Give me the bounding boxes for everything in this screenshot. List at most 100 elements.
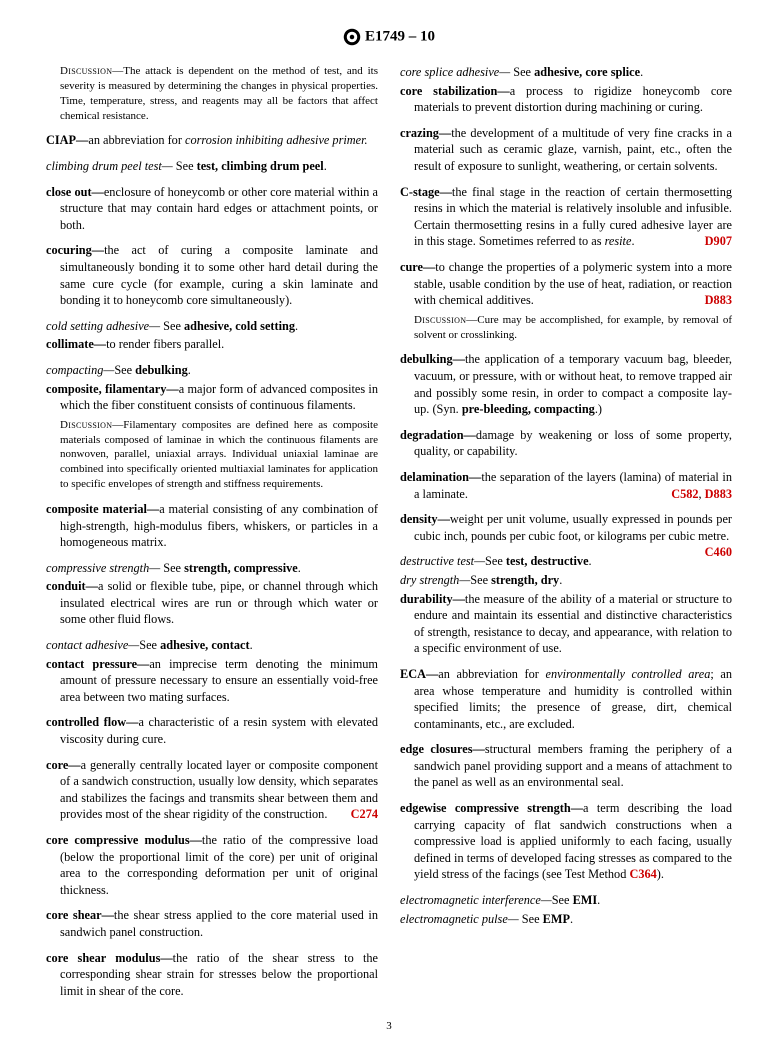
term-def: the final stage in the reaction of certa… [414, 185, 732, 249]
term-name: climbing drum peel test— [46, 159, 173, 173]
term-def: an abbreviation for [438, 667, 545, 681]
term-def: a generally centrally located layer or c… [60, 758, 378, 822]
term-name: cure— [400, 260, 435, 274]
see-prefix: See [552, 893, 573, 907]
term-entry: core stabilization—a process to rigidize… [400, 83, 732, 116]
term-name: contact adhesive— [46, 638, 139, 652]
see-prefix: See [519, 912, 543, 926]
term-name: delamination— [400, 470, 481, 484]
standard-ref: C582 [671, 487, 698, 501]
term-entry: composite material—a material consisting… [46, 501, 378, 551]
term-name: electromagnetic interference— [400, 893, 552, 907]
discussion-label: Discussion [60, 65, 112, 77]
term-entry: CIAP—an abbreviation for corrosion inhib… [46, 132, 378, 149]
term-name: cocuring— [46, 243, 104, 257]
term-entry: core—a generally centrally located layer… [46, 757, 378, 823]
term-name: compacting— [46, 363, 114, 377]
dot: . [631, 234, 634, 248]
discussion-label: Discussion [60, 419, 112, 431]
see-target: adhesive, contact [160, 638, 249, 652]
dot: . [570, 912, 573, 926]
term-italic: environmentally controlled area [546, 667, 711, 681]
term-entry: compressive strength— See strength, comp… [46, 560, 378, 577]
term-entry: cure—to change the properties of a polym… [400, 259, 732, 309]
see-target: strength, compressive [184, 561, 298, 575]
term-def: an abbreviation for [88, 133, 185, 147]
term-name: core compressive modulus— [46, 833, 202, 847]
dot: . [298, 561, 301, 575]
see-target: adhesive, core splice [534, 65, 640, 79]
see-prefix: See [510, 65, 534, 79]
dot: . [640, 65, 643, 79]
term-entry: edgewise compressive strength—a term des… [400, 800, 732, 883]
term-entry: collimate—to render fibers parallel. [46, 336, 378, 353]
see-target: test, climbing drum peel [197, 159, 324, 173]
term-italic: corrosion inhibiting adhesive primer. [185, 133, 368, 147]
dot: . [589, 554, 592, 568]
see-target: EMI [573, 893, 598, 907]
discussion-label: Discussion [414, 314, 466, 326]
term-entry: core splice adhesive— See adhesive, core… [400, 64, 732, 81]
term-entry: close out—enclosure of honeycomb or othe… [46, 184, 378, 234]
term-entry: climbing drum peel test— See test, climb… [46, 158, 378, 175]
term-name: core shear modulus— [46, 951, 173, 965]
term-name: CIAP— [46, 133, 88, 147]
see-target: strength, dry [491, 573, 559, 587]
dot: . [250, 638, 253, 652]
term-entry: debulking—the application of a temporary… [400, 351, 732, 417]
term-name: debulking— [400, 352, 465, 366]
see-target: EMP [543, 912, 570, 926]
term-entry: durability—the measure of the ability of… [400, 591, 732, 657]
dot: ). [657, 867, 664, 881]
standard-ref: C364 [629, 867, 656, 881]
term-entry: C-stage—the final stage in the reaction … [400, 184, 732, 250]
term-name: dry strength— [400, 573, 470, 587]
term-name: compressive strength— [46, 561, 160, 575]
term-entry: core shear—the shear stress applied to t… [46, 907, 378, 940]
term-name: crazing— [400, 126, 451, 140]
dot: .) [595, 402, 602, 416]
page: E1749 – 10 Discussion—The attack is depe… [0, 0, 778, 1062]
term-def: to change the properties of a polymeric … [414, 260, 732, 307]
term-entry: crazing—the development of a multitude o… [400, 125, 732, 175]
term-name: composite material— [46, 502, 159, 516]
term-def: to render fibers parallel. [106, 337, 224, 351]
term-italic: resite [605, 234, 632, 248]
dot: . [559, 573, 562, 587]
term-def: a solid or flexible tube, pipe, or chann… [60, 579, 378, 626]
term-entry: controlled flow—a characteristic of a re… [46, 714, 378, 747]
see-prefix: See [470, 573, 491, 587]
term-entry: electromagnetic pulse— See EMP. [400, 911, 732, 928]
term-name: core stabilization— [400, 84, 510, 98]
term-name: contact pressure— [46, 657, 149, 671]
page-number: 3 [46, 1020, 732, 1032]
see-prefix: See [485, 554, 506, 568]
see-prefix: See [160, 561, 184, 575]
term-name: controlled flow— [46, 715, 138, 729]
term-name: cold setting adhesive— [46, 319, 160, 333]
term-entry: ECA—an abbreviation for environmentally … [400, 666, 732, 732]
term-def: the act of curing a composite laminate a… [60, 243, 378, 307]
see-target: adhesive, cold setting [184, 319, 295, 333]
see-prefix: See [173, 159, 197, 173]
term-entry: density—weight per unit volume, usually … [400, 511, 732, 544]
two-column-body: Discussion—The attack is dependent on th… [46, 64, 732, 1008]
term-entry: compacting—See debulking. [46, 362, 378, 379]
standard-ref: D907 [719, 233, 732, 250]
term-name: destructive test— [400, 554, 485, 568]
astm-logo-icon [343, 28, 361, 46]
discussion-block: Discussion—The attack is dependent on th… [46, 64, 378, 123]
standard-ref: C460 [719, 544, 732, 561]
term-entry: degradation—damage by weakening or loss … [400, 427, 732, 460]
term-name: ECA— [400, 667, 438, 681]
term-def: weight per unit volume, usually expresse… [414, 512, 732, 543]
term-entry: destructive test—See test, destructive. [400, 553, 732, 570]
term-entry: electromagnetic interference—See EMI. [400, 892, 732, 909]
term-entry: cocuring—the act of curing a composite l… [46, 242, 378, 308]
header-designation: E1749 – 10 [365, 28, 435, 44]
see-prefix: See [139, 638, 160, 652]
term-name: core shear— [46, 908, 114, 922]
term-name: density— [400, 512, 450, 526]
term-entry: cold setting adhesive— See adhesive, col… [46, 318, 378, 335]
discussion-block: Discussion—Filamentary composites are de… [46, 418, 378, 492]
